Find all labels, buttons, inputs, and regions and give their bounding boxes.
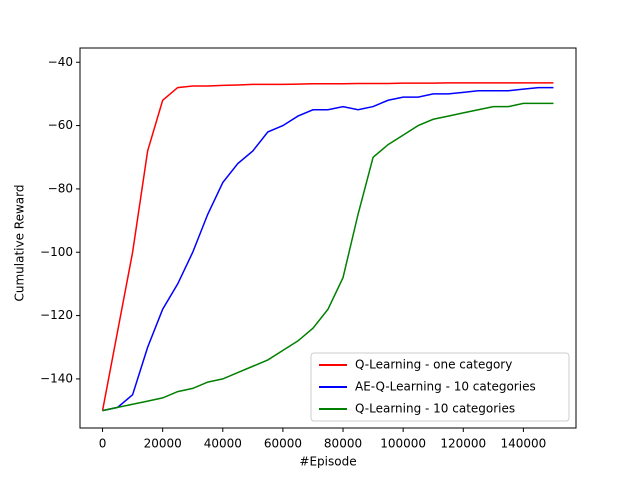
series-line <box>102 102 554 412</box>
y-tick-label: −80 <box>48 181 73 195</box>
x-tick-label: 0 <box>99 437 107 451</box>
y-axis-label: Cumulative Reward <box>13 185 27 302</box>
legend-label: Q-Learning - 10 categories <box>355 402 515 416</box>
series-line <box>102 86 554 412</box>
x-tick-label: 40000 <box>204 437 242 451</box>
series-line <box>101 82 554 411</box>
legend-label: AE-Q-Learning - 10 categories <box>355 380 536 394</box>
y-tick-label: −100 <box>40 245 73 259</box>
x-tick-label: 140000 <box>500 437 546 451</box>
y-tick-label: −60 <box>48 118 73 132</box>
x-tick-label: 20000 <box>144 437 182 451</box>
y-tick-label: −140 <box>40 371 73 385</box>
x-tick-label: 60000 <box>264 437 302 451</box>
legend-box <box>310 352 570 422</box>
plot-frame <box>79 47 577 429</box>
x-tick-label: 80000 <box>324 437 362 451</box>
x-tick-label: 100000 <box>380 437 426 451</box>
legend-label: Q-Learning - one category <box>355 358 512 372</box>
x-axis-label: #Episode <box>299 455 356 469</box>
y-tick-label: −120 <box>40 308 73 322</box>
y-tick-label: −40 <box>48 55 73 69</box>
x-tick-label: 120000 <box>440 437 486 451</box>
